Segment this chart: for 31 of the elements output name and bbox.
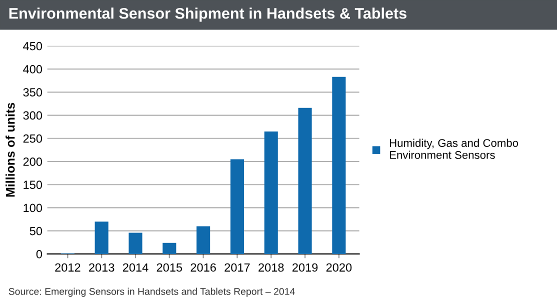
x-tick-label: 2014 [122, 263, 148, 272]
source-note: Source: Emerging Sensors in Handsets and Tablets Report – 2014 [8, 288, 295, 297]
bar [264, 131, 278, 254]
x-tick-label: 2012 [55, 263, 80, 272]
x-tick-label: 2015 [156, 263, 182, 272]
chart-title: Environmental Sensor Shipment in Handsets & Tablets [9, 8, 406, 22]
x-tick-label: 2016 [190, 263, 216, 272]
y-tick-label: 50 [30, 226, 42, 236]
bar [94, 222, 108, 254]
bar [128, 232, 142, 254]
y-tick-label: 450 [23, 42, 42, 50]
bar [196, 226, 210, 254]
bar [298, 108, 312, 254]
y-tick-label: 350 [23, 88, 42, 97]
x-tick-label: 2020 [326, 263, 352, 272]
y-tick-label: 150 [24, 180, 42, 190]
x-tick-label: 2017 [224, 263, 250, 272]
x-tick-label: 2013 [89, 263, 114, 272]
bar [332, 76, 346, 254]
bar [162, 242, 176, 254]
x-tick-label: 2019 [292, 263, 318, 272]
y-axis-title: Millions of units [6, 102, 15, 197]
x-tick-label: 2018 [258, 263, 284, 272]
legend-label: Humidity, Gas and Combo Environment Sensors [390, 138, 518, 159]
y-tick-label: 300 [23, 111, 42, 120]
y-tick-label: 100 [24, 204, 42, 212]
y-tick-label: 200 [23, 158, 42, 166]
y-tick-label: 0 [36, 250, 42, 258]
bar [230, 159, 244, 254]
y-tick-label: 400 [23, 65, 42, 74]
y-tick-label: 250 [23, 134, 42, 143]
